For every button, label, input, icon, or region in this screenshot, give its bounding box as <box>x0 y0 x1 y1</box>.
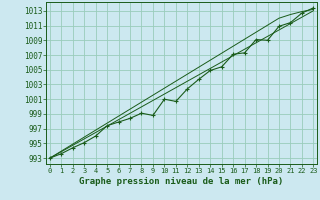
X-axis label: Graphe pression niveau de la mer (hPa): Graphe pression niveau de la mer (hPa) <box>79 177 284 186</box>
